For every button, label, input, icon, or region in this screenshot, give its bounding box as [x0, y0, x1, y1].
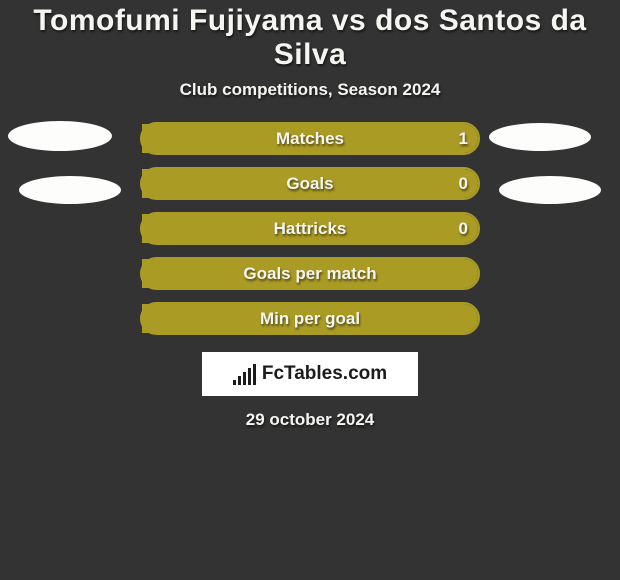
stat-row-matches: Matches 1	[140, 122, 480, 155]
stat-label: Goals	[286, 174, 333, 194]
player-photo-left-0	[8, 121, 112, 151]
stat-label: Goals per match	[243, 264, 376, 284]
logo-text: FcTables.com	[262, 363, 387, 385]
stat-row-goals: Goals 0	[140, 167, 480, 200]
logo-bars-icon	[233, 364, 256, 385]
stat-row-hattricks: Hattricks 0	[140, 212, 480, 245]
stat-row-min-per-goal: Min per goal	[140, 302, 480, 335]
stat-row-goals-per-match: Goals per match	[140, 257, 480, 290]
stat-value-right: 0	[459, 174, 468, 194]
stat-label: Hattricks	[274, 219, 347, 239]
stat-value-right: 1	[459, 129, 468, 149]
logo-bar	[238, 376, 241, 385]
logo-bar	[243, 372, 246, 385]
fctables-logo: FcTables.com	[202, 352, 418, 396]
stat-label: Matches	[276, 129, 344, 149]
player-photo-right-1	[499, 176, 601, 204]
page-subtitle: Club competitions, Season 2024	[0, 80, 620, 100]
stats-rows: Matches 1 Goals 0 Hattricks 0 Goals per match M…	[140, 122, 480, 347]
stat-value-right: 0	[459, 219, 468, 239]
logo-bar	[253, 364, 256, 385]
player-photo-left-1	[19, 176, 121, 204]
generation-date: 29 october 2024	[246, 410, 375, 430]
logo-bar	[233, 380, 236, 385]
player-photo-right-0	[489, 123, 591, 151]
logo-bar	[248, 368, 251, 385]
stat-label: Min per goal	[260, 309, 360, 329]
page-title: Tomofumi Fujiyama vs dos Santos da Silva	[0, 0, 620, 72]
